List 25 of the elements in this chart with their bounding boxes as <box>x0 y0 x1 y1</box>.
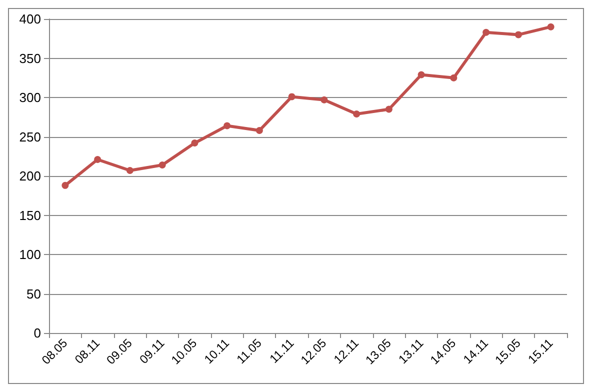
y-tick-label: 150 <box>19 208 41 223</box>
y-tick-label: 350 <box>19 50 41 66</box>
point <box>94 156 102 164</box>
y-tick-label: 50 <box>26 286 41 302</box>
point <box>547 23 554 30</box>
point <box>224 122 231 130</box>
point <box>62 182 69 189</box>
y-tick-label: 0 <box>34 326 41 340</box>
point <box>353 110 360 118</box>
y-tick-label: 400 <box>19 12 41 26</box>
point <box>256 126 263 134</box>
point <box>158 162 166 169</box>
point <box>482 28 490 36</box>
point <box>385 106 392 113</box>
point <box>288 93 296 100</box>
y-tick-label: 100 <box>19 247 41 262</box>
y-tick-label: 250 <box>19 129 41 144</box>
point <box>450 74 458 82</box>
point <box>191 140 198 147</box>
point <box>320 96 328 104</box>
point <box>418 71 425 78</box>
point <box>126 167 134 174</box>
y-tick-label: 300 <box>19 90 41 105</box>
y-tick-label: 200 <box>19 168 41 184</box>
point <box>514 31 522 38</box>
